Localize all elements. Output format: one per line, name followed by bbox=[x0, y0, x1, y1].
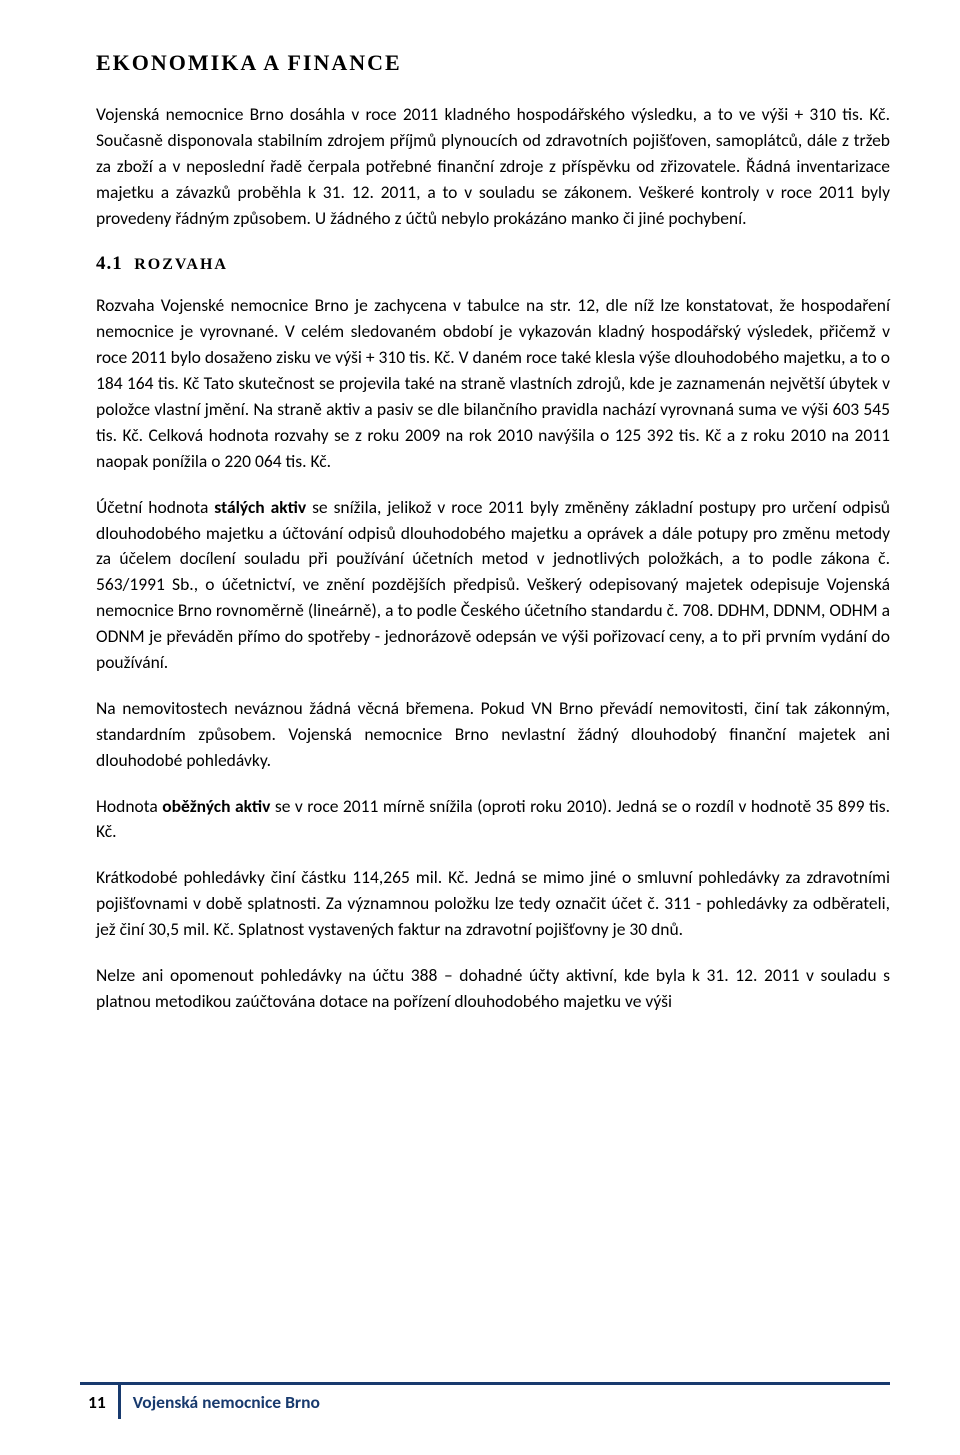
footer-hospital-name: Vojenská nemocnice Brno bbox=[121, 1385, 320, 1419]
section-name: ROZVAHA bbox=[134, 256, 228, 273]
paragraph-4: Na nemovitostech neváznou žádná věcná bř… bbox=[96, 696, 890, 774]
p5-lead: Hodnota bbox=[96, 795, 162, 817]
p3-tail: se snížila, jelikož v roce 2011 byly změ… bbox=[96, 496, 890, 673]
page-number: 11 bbox=[80, 1385, 121, 1419]
paragraph-6: Krátkodobé pohledávky činí částku 114,26… bbox=[96, 865, 890, 943]
paragraph-1: Vojenská nemocnice Brno dosáhla v roce 2… bbox=[96, 102, 890, 231]
paragraph-2: Rozvaha Vojenské nemocnice Brno je zachy… bbox=[96, 293, 890, 474]
paragraph-5: Hodnota oběžných aktiv se v roce 2011 mí… bbox=[96, 794, 890, 846]
document-page: EKONOMIKA A FINANCE Vojenská nemocnice B… bbox=[0, 0, 960, 1075]
paragraph-7: Nelze ani opomenout pohledávky na účtu 3… bbox=[96, 963, 890, 1015]
section-title: 4.1 ROZVAHA bbox=[96, 253, 890, 275]
section-number: 4.1 bbox=[96, 253, 123, 274]
p3-lead: Účetní hodnota bbox=[96, 496, 214, 518]
paragraph-3: Účetní hodnota stálých aktiv se snížila,… bbox=[96, 495, 890, 676]
p3-bold: stálých aktiv bbox=[214, 496, 306, 518]
page-footer: 11Vojenská nemocnice Brno bbox=[80, 1382, 890, 1419]
p5-bold: oběžných aktiv bbox=[162, 795, 270, 817]
chapter-title: EKONOMIKA A FINANCE bbox=[96, 50, 890, 76]
